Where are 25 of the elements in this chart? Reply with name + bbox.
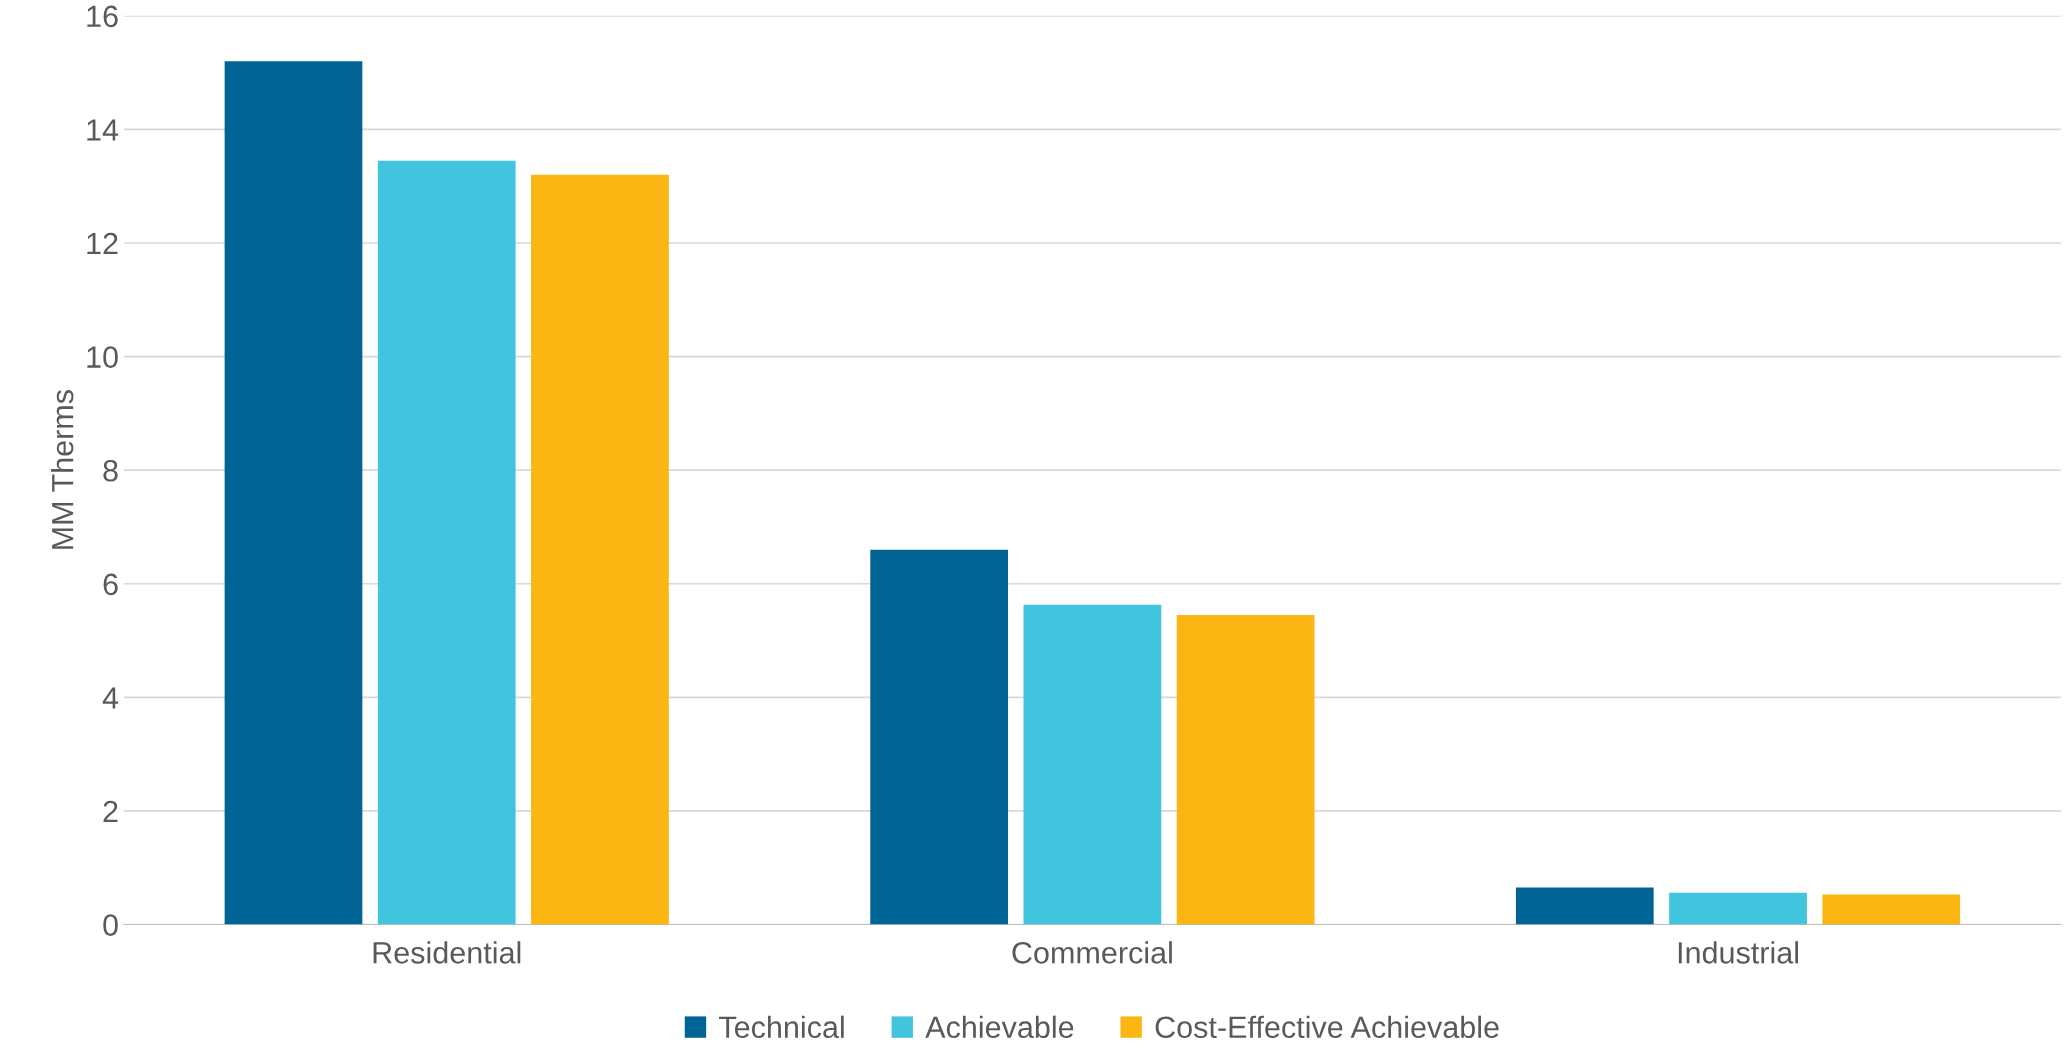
legend-label: Cost-Effective Achievable	[1155, 1015, 1499, 1039]
bar	[1669, 892, 1807, 925]
y-tick-label: 0	[103, 914, 118, 936]
y-tick-label: 14	[87, 119, 119, 141]
x-tick-label: Commercial	[1012, 941, 1172, 964]
y-tick-label: 12	[87, 232, 118, 255]
y-tick-label: 2	[103, 800, 118, 823]
bar	[1515, 887, 1654, 925]
bar	[224, 61, 363, 925]
y-tick-label: 4	[102, 687, 119, 709]
bar	[377, 160, 516, 925]
x-tick-label: Residential	[373, 941, 521, 964]
y-tick-label: 6	[103, 573, 118, 596]
x-tick-label: Industrial	[1678, 941, 1798, 964]
y-tick-label: 16	[87, 5, 118, 28]
y-tick-label: 10	[87, 346, 118, 368]
legend-label: Technical	[719, 1015, 844, 1039]
y-axis-title: MM Therms	[51, 390, 74, 549]
bar	[1176, 614, 1315, 925]
bar	[870, 549, 1009, 925]
bar	[1023, 604, 1162, 925]
legend-label: Achievable	[925, 1015, 1074, 1039]
y-tick-label: 8	[103, 459, 118, 482]
bar	[1822, 894, 1961, 925]
bar	[531, 174, 669, 925]
